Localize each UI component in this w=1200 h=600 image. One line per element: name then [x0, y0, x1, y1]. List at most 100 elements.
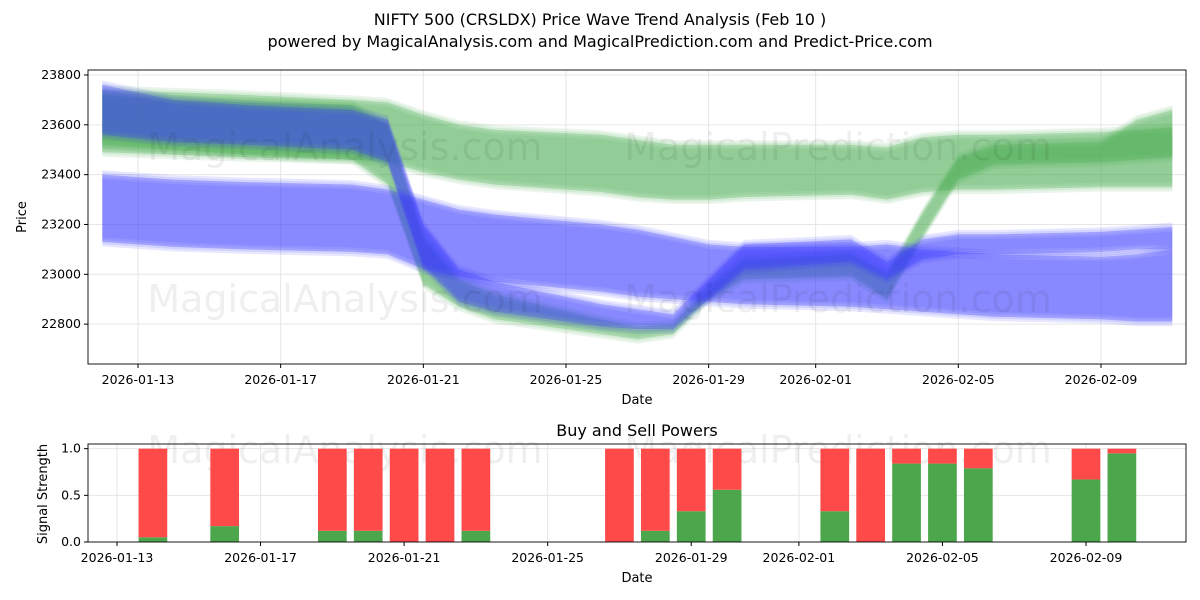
watermark-1: MagicalAnalysis.com — [147, 125, 542, 169]
signal-x-tick-label: 2026-01-21 — [368, 550, 441, 565]
price-plot-frame — [87, 69, 1187, 365]
price-x-tick-label: 2026-01-13 — [102, 372, 175, 387]
price-x-tick-label: 2026-01-17 — [244, 372, 317, 387]
signal-x-tick-label: 2026-02-01 — [763, 550, 836, 565]
buy-bar — [353, 530, 383, 542]
sell-bar — [712, 448, 742, 490]
price-x-tick-label: 2026-01-29 — [672, 372, 745, 387]
sell-bar — [605, 448, 634, 542]
price-band-green-wave-upper — [102, 85, 1173, 204]
signal-y-label: Signal Strength — [36, 444, 51, 544]
price-band-blue-wave-lower — [102, 176, 1173, 320]
sell-bar — [892, 448, 921, 464]
price-band-blue-wave-upper — [102, 82, 1173, 332]
sell-bar — [928, 448, 957, 464]
signal-x-tick-label: 2026-01-13 — [81, 550, 154, 565]
price-y-ticks: 22800 23000 23200 23400 23600 23800 — [41, 67, 88, 331]
buy-bar — [712, 489, 742, 542]
price-x-tick-label: 2026-01-21 — [387, 372, 460, 387]
price-y-label: Price — [15, 201, 30, 233]
price-band-blue-wave-lower — [102, 172, 1173, 324]
buy-bar — [640, 530, 670, 542]
price-y-tick-label: 22800 — [41, 316, 81, 331]
price-band-blue-wave-upper — [102, 87, 1173, 327]
signal-y-ticks: 0.0 0.5 1.0 — [61, 441, 88, 549]
sell-bar — [389, 448, 419, 542]
price-bands — [102, 80, 1173, 344]
signal-x-tick-label: 2026-01-29 — [655, 550, 728, 565]
buy-bar — [138, 537, 168, 542]
price-plot: MagicalAnalysis.com MagicalPrediction.co… — [15, 67, 1187, 408]
price-grid — [88, 70, 1186, 364]
price-y-tick-label: 23000 — [41, 266, 81, 281]
price-x-tick-label: 2026-01-25 — [530, 372, 603, 387]
signal-y-tick-label: 0.5 — [61, 487, 81, 502]
buy-bar — [210, 526, 240, 542]
price-band-green-wave-lower — [102, 97, 1173, 337]
signal-x-label: Date — [621, 571, 652, 586]
sell-bar — [425, 448, 455, 542]
signal-x-tick-label: 2026-01-17 — [224, 550, 297, 565]
price-band-green-wave-upper — [102, 89, 1173, 200]
price-band-blue-wave-lower — [102, 179, 1173, 318]
price-band-green-wave-lower — [102, 92, 1173, 342]
price-band-green-wave-upper — [102, 92, 1173, 198]
buy-bar — [963, 468, 993, 542]
buy-bar — [928, 463, 957, 542]
buy-bar — [1107, 453, 1137, 542]
watermark-4: MagicalPrediction.com — [624, 277, 1052, 321]
signal-plot-frame — [87, 443, 1187, 543]
price-band-green-wave-lower — [102, 94, 1173, 340]
buy-bar — [820, 511, 850, 542]
sell-bar — [820, 448, 850, 512]
signal-y-tick-label: 0.0 — [61, 534, 81, 549]
sell-bar — [317, 448, 347, 531]
buy-bar — [676, 511, 706, 542]
signal-bars — [138, 448, 1137, 542]
price-band-green-wave-lower — [102, 99, 1173, 335]
signal-plot: Buy and Sell Powers MagicalAnalysis.com … — [36, 421, 1187, 586]
price-band-green-wave-upper — [102, 94, 1173, 196]
price-x-tick-label: 2026-02-01 — [779, 372, 852, 387]
signal-y-tick-label: 1.0 — [61, 441, 81, 456]
watermark-2: MagicalPrediction.com — [624, 125, 1052, 169]
signal-x-tick-label: 2026-01-25 — [511, 550, 584, 565]
price-y-tick-label: 23600 — [41, 117, 81, 132]
buy-bar — [461, 530, 491, 542]
price-band-blue-wave-upper — [102, 89, 1173, 325]
price-y-tick-label: 23800 — [41, 67, 81, 82]
price-band-green-wave-upper — [102, 87, 1173, 202]
sell-bar — [138, 448, 168, 538]
sell-bar — [353, 448, 383, 531]
price-band-green-wave-lower — [102, 90, 1173, 344]
signal-title: Buy and Sell Powers — [556, 421, 718, 440]
buy-bar — [1071, 479, 1101, 542]
price-x-label: Date — [621, 393, 652, 408]
sell-bar — [1071, 448, 1101, 480]
buy-bar — [317, 530, 347, 542]
price-watermarks: MagicalAnalysis.com MagicalPrediction.co… — [147, 125, 1051, 321]
price-y-tick-label: 23400 — [41, 167, 81, 182]
buy-bar — [892, 463, 921, 542]
price-band-blue-wave-upper — [102, 80, 1173, 334]
chart-title: NIFTY 500 (CRSLDX) Price Wave Trend Anal… — [374, 10, 826, 29]
chart-subtitle: powered by MagicalAnalysis.com and Magic… — [267, 32, 932, 51]
price-y-tick-label: 23200 — [41, 216, 81, 231]
price-band-blue-wave-lower — [102, 170, 1173, 327]
signal-x-tick-label: 2026-02-09 — [1050, 550, 1123, 565]
sell-bar — [210, 448, 240, 527]
sell-bar — [461, 448, 491, 531]
price-x-tick-label: 2026-02-05 — [922, 372, 995, 387]
price-x-ticks: 2026-01-13 2026-01-17 2026-01-21 2026-01-25… — [102, 364, 1138, 387]
sell-bar — [1107, 448, 1137, 454]
price-x-tick-label: 2026-02-09 — [1065, 372, 1138, 387]
signal-x-ticks: 2026-01-13 2026-01-17 2026-01-21 2026-01-25… — [81, 542, 1123, 565]
price-band-blue-wave-upper — [102, 84, 1173, 330]
sell-bar — [856, 448, 886, 542]
sell-bar — [640, 448, 670, 531]
watermark-3: MagicalAnalysis.com — [147, 277, 542, 321]
price-band-blue-wave-lower — [102, 174, 1173, 322]
sell-bar — [963, 448, 993, 469]
sell-bar — [676, 448, 706, 512]
